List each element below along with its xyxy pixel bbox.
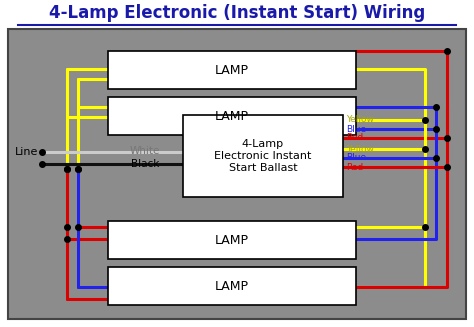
Point (63, 236, 71, 242)
Point (63, 166, 71, 172)
Point (74, 224, 82, 230)
Point (443, 164, 451, 170)
Text: Yellow: Yellow (346, 115, 374, 125)
Point (38, 162, 46, 167)
Bar (108, 267, 356, 305)
Text: LAMP: LAMP (215, 280, 249, 292)
Point (432, 155, 440, 161)
Text: Yellow: Yellow (346, 145, 374, 153)
Text: 4-Lamp
Electronic Instant
Start Ballast: 4-Lamp Electronic Instant Start Ballast (214, 139, 312, 173)
Point (63, 224, 71, 230)
Point (432, 126, 440, 131)
Text: Red: Red (346, 163, 363, 171)
Text: White: White (130, 146, 160, 156)
Point (421, 224, 429, 230)
Text: Black: Black (131, 159, 159, 169)
Text: LAMP: LAMP (215, 63, 249, 77)
Text: Red: Red (346, 133, 363, 143)
Text: 4-Lamp Electronic (Instant Start) Wiring: 4-Lamp Electronic (Instant Start) Wiring (49, 4, 425, 22)
Point (74, 166, 82, 172)
Text: LAMP: LAMP (215, 233, 249, 247)
Point (432, 104, 440, 110)
Text: Line: Line (15, 147, 39, 157)
Text: LAMP: LAMP (215, 110, 249, 123)
Point (63, 166, 71, 172)
Bar (108, 51, 356, 89)
Point (421, 117, 429, 123)
Bar (108, 97, 356, 135)
Bar (108, 221, 356, 259)
Bar (183, 115, 343, 197)
Text: Blue: Blue (346, 125, 366, 133)
Point (421, 146, 429, 152)
Point (443, 135, 451, 141)
Bar (8, 29, 466, 319)
Text: Blue: Blue (346, 153, 366, 163)
Point (443, 48, 451, 54)
Point (74, 166, 82, 172)
Point (38, 149, 46, 155)
